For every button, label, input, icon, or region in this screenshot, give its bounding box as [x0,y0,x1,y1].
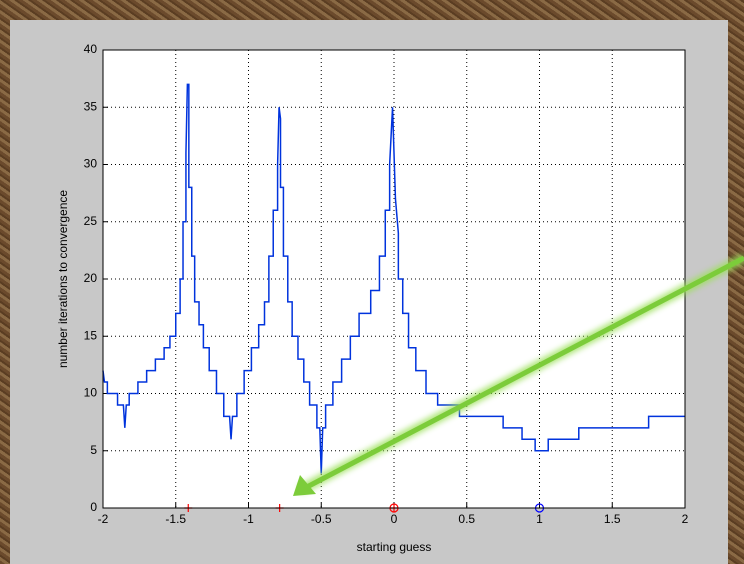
y-tick-label: 40 [84,42,98,56]
y-axis-label: number iterations to convergence [56,190,70,368]
x-axis-label: starting guess [357,540,432,554]
x-tick-label: 1 [536,512,543,526]
x-tick-label: 0.5 [458,512,475,526]
y-tick-label: 5 [90,443,97,457]
x-tick-label: -1 [243,512,254,526]
x-tick-label: 1.5 [604,512,621,526]
x-tick-label: -1.5 [165,512,186,526]
y-tick-label: 25 [84,214,98,228]
y-tick-label: 35 [84,99,98,113]
x-tick-label: 2 [682,512,689,526]
x-tick-label: -0.5 [311,512,332,526]
x-tick-label: -2 [98,512,109,526]
y-tick-label: 30 [84,157,98,171]
y-tick-label: 20 [84,271,98,285]
page: starting guess number iterations to conv… [0,0,744,564]
chart: starting guess number iterations to conv… [0,0,744,564]
x-tick-label: 0 [391,512,398,526]
y-tick-label: 15 [84,328,98,342]
y-tick-label: 10 [84,386,98,400]
y-tick-label: 0 [90,500,97,514]
